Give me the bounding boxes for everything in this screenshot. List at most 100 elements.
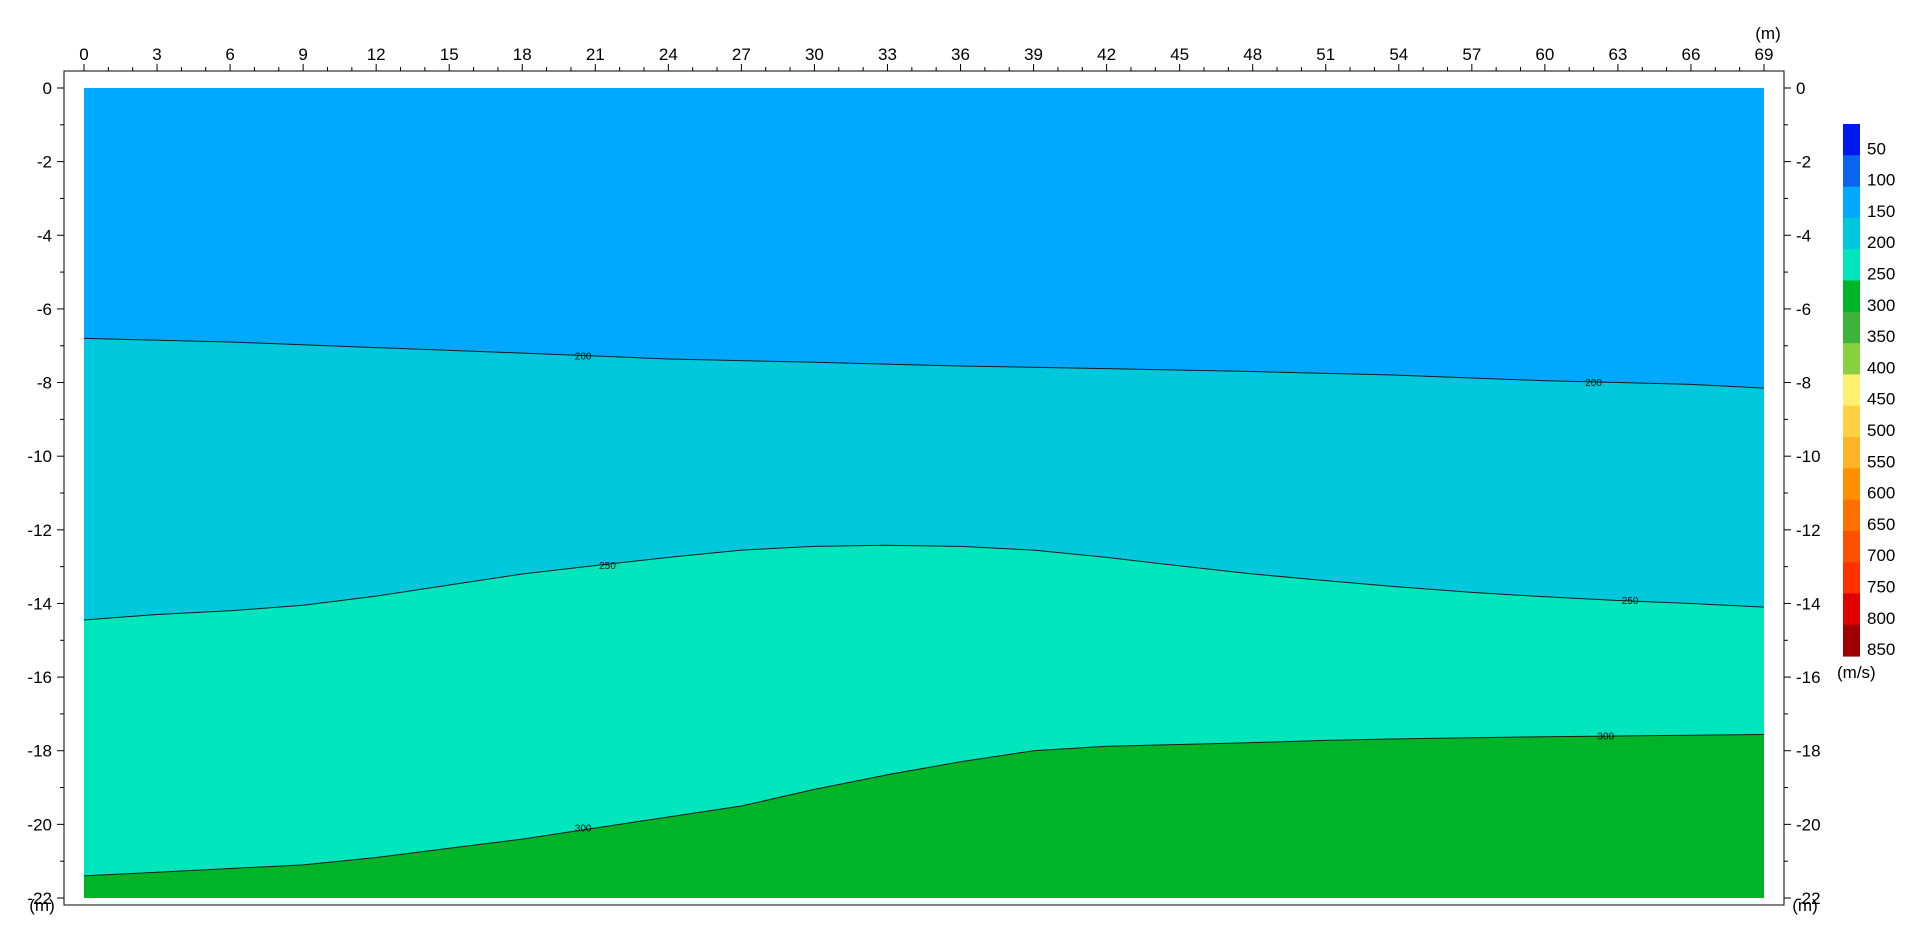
x-tick-label: 12 [367, 45, 386, 64]
colorbar-swatch-350 [1843, 311, 1860, 344]
contour-line-300 [83, 734, 1765, 877]
x-tick-label: 60 [1535, 45, 1554, 64]
colorbar-swatch-500 [1843, 405, 1860, 438]
x-tick-label: 9 [298, 45, 307, 64]
colorbar-label-400: 400 [1867, 358, 1895, 377]
x-tick-label: 51 [1316, 45, 1335, 64]
y-tick-label-left: -12 [27, 521, 52, 540]
contour-label-300: 300 [575, 824, 592, 835]
x-tick-label: 45 [1170, 45, 1189, 64]
colorbar-label-550: 550 [1867, 452, 1895, 471]
x-tick-label: 0 [79, 45, 88, 64]
colorbar-swatch-800 [1843, 593, 1860, 626]
x-tick-label: 48 [1243, 45, 1262, 64]
y-tick-label-right: -18 [1796, 742, 1821, 761]
x-tick-label: 33 [878, 45, 897, 64]
colorbar-swatch-650 [1843, 499, 1860, 532]
colorbar-swatch-600 [1843, 468, 1860, 501]
x-tick-label: 3 [152, 45, 161, 64]
y-tick-label-left: -16 [27, 668, 52, 687]
colorbar-label-750: 750 [1867, 578, 1895, 597]
y-tick-label-left: 0 [43, 79, 52, 98]
colorbar-swatch-250 [1843, 249, 1860, 281]
y-tick-label-left: -10 [27, 447, 52, 466]
colorbar-swatch-550 [1843, 437, 1860, 469]
colorbar-label-650: 650 [1867, 515, 1895, 534]
colorbar-swatch-400 [1843, 343, 1860, 375]
contour-line-200 [83, 337, 1765, 389]
x-tick-label: 18 [513, 45, 532, 64]
y-tick-label-right: -6 [1796, 300, 1811, 319]
x-axis-ticks: 0 3 6 9 12 15 18 21 24 27 30 33 36 39 42 45 48 51 54 57 60 63… [79, 45, 1773, 71]
x-tick-label: 42 [1097, 45, 1116, 64]
x-tick-label: 54 [1389, 45, 1408, 64]
colorbar-label-450: 450 [1867, 390, 1895, 409]
y-tick-label-left: -20 [27, 815, 52, 834]
x-tick-label: 69 [1755, 45, 1774, 64]
x-tick-label: 36 [951, 45, 970, 64]
plot-frame [63, 70, 1785, 906]
colorbar-label-250: 250 [1867, 265, 1895, 284]
contour-label-200: 200 [575, 352, 592, 363]
y-tick-label-right: -20 [1796, 815, 1821, 834]
colorbar-swatch-100 [1843, 155, 1860, 188]
y-tick-label-left: -18 [27, 742, 52, 761]
colorbar-label-50: 50 [1867, 139, 1886, 158]
y-tick-label-right: -16 [1796, 668, 1821, 687]
y-unit-label-right: (m) [1792, 896, 1817, 915]
colorbar-label-700: 700 [1867, 546, 1895, 565]
x-tick-label: 66 [1681, 45, 1700, 64]
colorbar-swatch-700 [1843, 530, 1860, 563]
y-tick-label-right: -10 [1796, 447, 1821, 466]
x-tick-label: 27 [732, 45, 751, 64]
colorbar-swatch-150 [1843, 186, 1860, 219]
y-tick-label-right: -2 [1796, 153, 1811, 172]
y-tick-label-right: -14 [1796, 594, 1821, 613]
x-unit-label: (m) [1755, 24, 1780, 43]
colorbar-label-850: 850 [1867, 640, 1895, 659]
colorbar-label-150: 150 [1867, 202, 1895, 221]
x-tick-label: 57 [1462, 45, 1481, 64]
y-tick-label-left: -22 [27, 889, 52, 908]
colorbar-swatch-200 [1843, 217, 1860, 250]
colorbar-label-200: 200 [1867, 233, 1895, 252]
velocity-regions [84, 88, 1764, 898]
y-tick-label-left: -4 [37, 226, 52, 245]
colorbar-swatch-850 [1843, 624, 1860, 657]
y-tick-label-left: -6 [37, 300, 52, 319]
x-tick-label: 15 [440, 45, 459, 64]
colorbar-unit-label: (m/s) [1837, 663, 1876, 682]
x-tick-label: 24 [659, 45, 678, 64]
contour-label-200: 200 [1585, 378, 1602, 389]
y-tick-label-right: -8 [1796, 374, 1811, 393]
y-tick-label-right: -12 [1796, 521, 1821, 540]
colorbar-swatch-450 [1843, 374, 1860, 407]
y-tick-label-right: -4 [1796, 226, 1811, 245]
x-tick-label: 63 [1608, 45, 1627, 64]
colorbar-label-100: 100 [1867, 171, 1895, 190]
colorbar-swatch-750 [1843, 562, 1860, 594]
region-300-350 [84, 734, 1764, 898]
y-tick-label-left: -14 [27, 594, 52, 613]
contour-labels: 200 200 250 250 300 300 [575, 352, 1639, 835]
colorbar: 50 100 150 200 250 300 350 400 450 500 550 600 650 70… [1843, 124, 1895, 659]
colorbar-swatch-300 [1843, 280, 1860, 313]
contour-label-300: 300 [1597, 732, 1614, 743]
colorbar-label-500: 500 [1867, 421, 1895, 440]
contour-label-250: 250 [599, 561, 616, 572]
x-tick-label: 21 [586, 45, 605, 64]
y-unit-label-left: (m) [29, 896, 54, 915]
x-tick-label: 39 [1024, 45, 1043, 64]
y-tick-label-right: 0 [1796, 79, 1805, 98]
colorbar-label-300: 300 [1867, 296, 1895, 315]
x-tick-label: 30 [805, 45, 824, 64]
contour-label-250: 250 [1622, 596, 1639, 607]
y-tick-label-right: -22 [1796, 889, 1821, 908]
x-tick-label: 6 [225, 45, 234, 64]
y-axis-ticks: 0 0 -2 -2 -4 -4 -6 -6 -8 -8 -10 -10 -12 -12 -14 -14 -16 -… [27, 79, 1820, 908]
contour-lines [83, 337, 1765, 877]
colorbar-label-600: 600 [1867, 484, 1895, 503]
y-tick-label-left: -8 [37, 374, 52, 393]
